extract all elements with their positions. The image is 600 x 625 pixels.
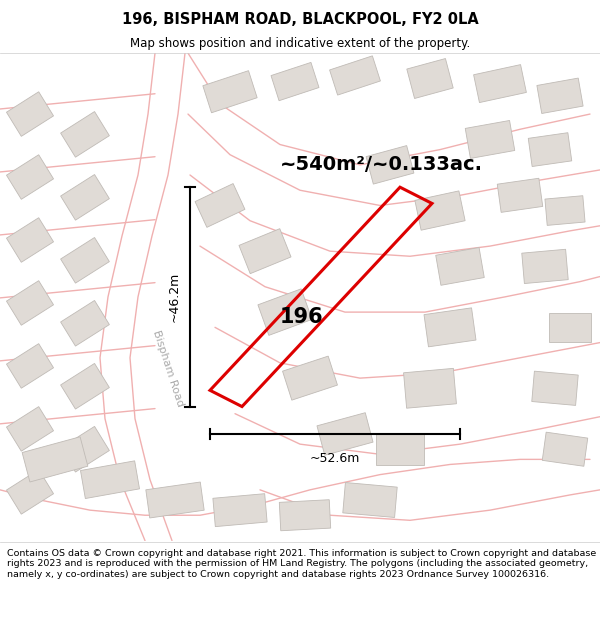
Polygon shape <box>376 433 424 466</box>
Text: ~46.2m: ~46.2m <box>167 272 181 322</box>
Polygon shape <box>436 248 484 285</box>
Polygon shape <box>7 469 53 514</box>
Polygon shape <box>61 238 109 283</box>
Polygon shape <box>280 500 331 531</box>
Polygon shape <box>317 412 373 455</box>
Polygon shape <box>271 62 319 101</box>
Polygon shape <box>7 155 53 199</box>
Text: Contains OS data © Crown copyright and database right 2021. This information is : Contains OS data © Crown copyright and d… <box>7 549 596 579</box>
Polygon shape <box>407 59 453 99</box>
Polygon shape <box>7 407 53 451</box>
Polygon shape <box>239 229 291 274</box>
Polygon shape <box>415 191 465 230</box>
Polygon shape <box>537 78 583 114</box>
Polygon shape <box>61 174 109 220</box>
Polygon shape <box>522 249 568 284</box>
Polygon shape <box>80 461 140 499</box>
Text: ~52.6m: ~52.6m <box>310 452 360 465</box>
Polygon shape <box>22 437 88 482</box>
Polygon shape <box>61 363 109 409</box>
Polygon shape <box>528 132 572 166</box>
Polygon shape <box>549 313 591 341</box>
Polygon shape <box>61 111 109 158</box>
Text: Bispham Road: Bispham Road <box>151 329 185 408</box>
Polygon shape <box>283 356 337 400</box>
Polygon shape <box>203 71 257 112</box>
Text: 196: 196 <box>279 307 323 328</box>
Polygon shape <box>542 432 588 466</box>
Polygon shape <box>213 494 267 527</box>
Polygon shape <box>61 301 109 346</box>
Polygon shape <box>329 56 380 95</box>
Polygon shape <box>258 289 312 336</box>
Text: ~540m²/~0.133ac.: ~540m²/~0.133ac. <box>280 154 483 174</box>
Polygon shape <box>61 426 109 472</box>
Polygon shape <box>195 184 245 228</box>
Text: Map shows position and indicative extent of the property.: Map shows position and indicative extent… <box>130 38 470 50</box>
Polygon shape <box>545 196 585 226</box>
Polygon shape <box>465 121 515 158</box>
Polygon shape <box>424 308 476 347</box>
Polygon shape <box>7 344 53 388</box>
Polygon shape <box>7 92 53 136</box>
Polygon shape <box>497 178 543 212</box>
Polygon shape <box>532 371 578 406</box>
Polygon shape <box>404 368 457 408</box>
Polygon shape <box>146 482 204 518</box>
Text: 196, BISPHAM ROAD, BLACKPOOL, FY2 0LA: 196, BISPHAM ROAD, BLACKPOOL, FY2 0LA <box>122 12 478 27</box>
Polygon shape <box>7 281 53 325</box>
Polygon shape <box>473 64 526 102</box>
Polygon shape <box>343 482 397 518</box>
Polygon shape <box>7 217 53 262</box>
Polygon shape <box>366 146 414 184</box>
